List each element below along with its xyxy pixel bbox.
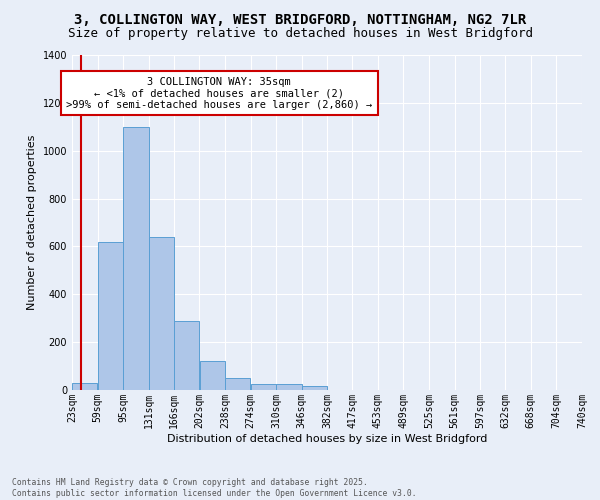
Bar <box>124 127 149 390</box>
Y-axis label: Number of detached properties: Number of detached properties <box>27 135 37 310</box>
Bar <box>251 384 276 390</box>
Bar <box>98 242 123 390</box>
Bar <box>72 383 97 390</box>
Bar <box>199 362 225 390</box>
Bar <box>174 320 199 390</box>
Text: 3, COLLINGTON WAY, WEST BRIDGFORD, NOTTINGHAM, NG2 7LR: 3, COLLINGTON WAY, WEST BRIDGFORD, NOTTI… <box>74 12 526 26</box>
Bar <box>149 237 173 390</box>
Text: Contains HM Land Registry data © Crown copyright and database right 2025.
Contai: Contains HM Land Registry data © Crown c… <box>12 478 416 498</box>
X-axis label: Distribution of detached houses by size in West Bridgford: Distribution of detached houses by size … <box>167 434 487 444</box>
Text: 3 COLLINGTON WAY: 35sqm
← <1% of detached houses are smaller (2)
>99% of semi-de: 3 COLLINGTON WAY: 35sqm ← <1% of detache… <box>66 76 373 110</box>
Bar <box>302 386 327 390</box>
Text: Size of property relative to detached houses in West Bridgford: Size of property relative to detached ho… <box>67 28 533 40</box>
Bar <box>225 378 250 390</box>
Bar <box>277 384 302 390</box>
